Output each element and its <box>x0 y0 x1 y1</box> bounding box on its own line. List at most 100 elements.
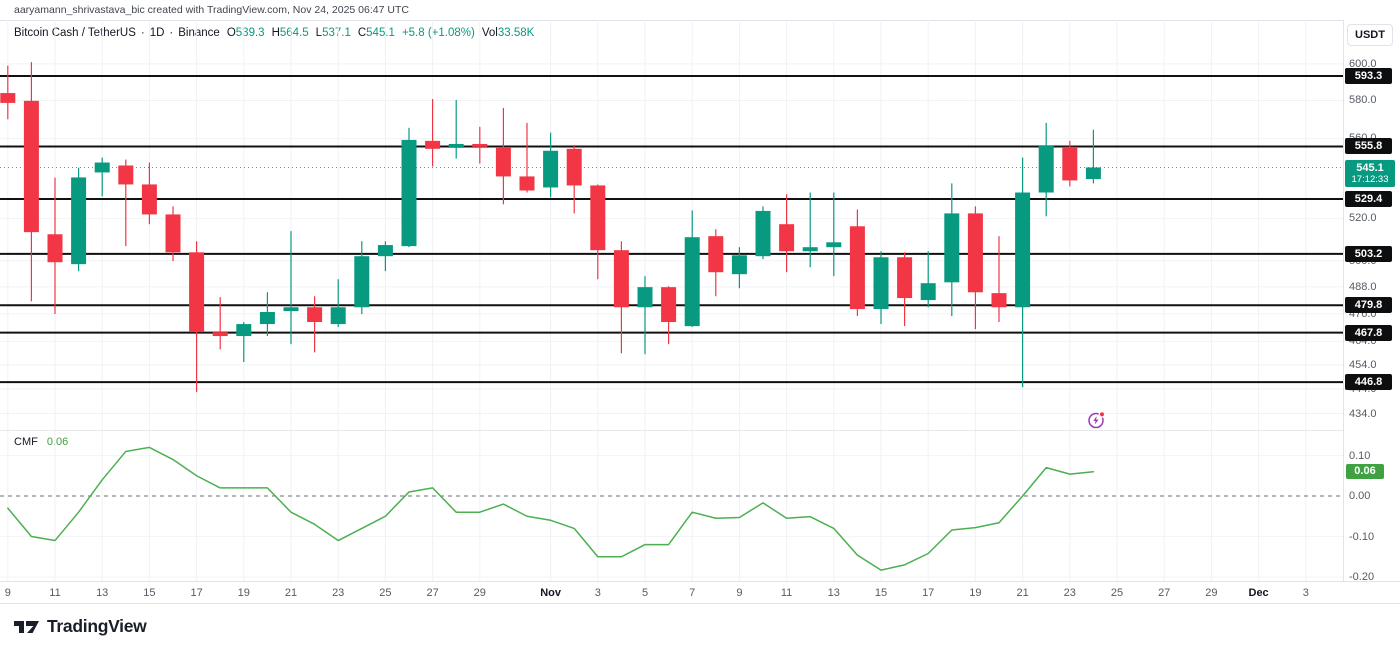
candle-body <box>94 162 110 173</box>
price-axis[interactable]: 600.0580.0560.0520.0500.0488.0476.0464.0… <box>1344 20 1400 603</box>
close-value: 545.1 <box>366 27 395 39</box>
exchange-label[interactable]: Binance <box>178 27 220 39</box>
low-label: L <box>315 27 323 39</box>
widget-bottom-border <box>0 603 1400 604</box>
time-tick-day: 27 <box>1158 587 1171 599</box>
price-tick-label: 434.0 <box>1349 407 1377 420</box>
price-tick-label: 488.0 <box>1349 280 1377 293</box>
close-label: C <box>357 27 367 39</box>
level-price-pill: 503.2 <box>1345 245 1392 262</box>
candle-body <box>401 139 417 247</box>
indicator-legend[interactable]: CMF 0.06 <box>14 436 68 448</box>
tradingview-logo[interactable]: TradingView <box>12 616 147 637</box>
time-tick-day: 25 <box>379 587 392 599</box>
time-tick-day: 21 <box>1016 587 1029 599</box>
indicator-tick-label: 0.00 <box>1349 490 1371 502</box>
candle-body <box>71 177 87 265</box>
boost-icon[interactable] <box>1086 410 1106 430</box>
time-tick-day: 23 <box>1063 587 1076 599</box>
candle-body <box>920 283 936 301</box>
currency-unit-button[interactable]: USDT <box>1347 24 1393 46</box>
candle-body <box>1015 192 1031 308</box>
level-price-pill: 479.8 <box>1345 297 1392 314</box>
candle-body <box>519 176 535 191</box>
indicator-pane-canvas[interactable] <box>0 431 1343 581</box>
time-axis[interactable]: 9 11 13 15 17 19 21 23 25 27 29 Nov 3 5 7 9 11 13 15 17 19 21… <box>0 581 1400 604</box>
time-tick-day: 21 <box>284 587 298 599</box>
indicator-value-pill: 0.06 <box>1346 463 1384 479</box>
candle-body <box>566 148 582 186</box>
candle-body <box>472 143 488 147</box>
time-tick-day: 3 <box>594 587 601 599</box>
candle-body <box>425 140 441 149</box>
candle-body <box>873 257 889 310</box>
time-tick-day: 5 <box>641 587 649 599</box>
candle-body <box>141 184 157 215</box>
candle-body <box>802 247 818 252</box>
candle-body <box>259 312 275 325</box>
time-tick-day: 15 <box>143 587 156 599</box>
candle-body <box>1062 146 1078 181</box>
tradingview-logo-text: TradingView <box>47 616 147 636</box>
candle-body <box>731 255 747 275</box>
time-tick-day: 23 <box>332 587 345 599</box>
current-price-value: 545.1 <box>1356 162 1384 175</box>
time-tick-month: Nov <box>540 587 561 599</box>
candle-body <box>377 245 393 257</box>
open-value: 539.3 <box>235 27 265 39</box>
time-tick-month: Dec <box>1248 587 1269 599</box>
cmf-line <box>7 446 1095 571</box>
current-price-label: 545.1 17:12:33 <box>1345 160 1395 188</box>
interval-label[interactable]: 1D <box>149 27 165 39</box>
low-value: 537.1 <box>322 27 351 39</box>
candle-body <box>307 307 323 323</box>
indicator-tick-label: -0.10 <box>1349 530 1375 543</box>
price-pane-canvas[interactable] <box>0 20 1343 430</box>
lightning-bolt-icon <box>1088 410 1106 429</box>
candle-body <box>849 226 865 310</box>
volume-label: Vol <box>481 27 498 39</box>
volume-value: 33.58K <box>497 27 535 39</box>
time-tick-day: 25 <box>1110 587 1124 599</box>
candle-body <box>354 256 370 308</box>
candle-body <box>967 213 983 293</box>
price-axis-separator <box>1343 20 1344 603</box>
candle-body <box>944 213 960 283</box>
candle-body <box>47 234 63 263</box>
time-tick-day: 9 <box>4 587 11 599</box>
candle-body <box>613 250 629 308</box>
pane-divider[interactable] <box>0 430 1343 431</box>
candle-body <box>330 307 346 325</box>
indicator-value: 0.06 <box>46 436 69 448</box>
candle-body <box>165 214 181 253</box>
candle-body <box>1038 145 1054 193</box>
widget-top-border <box>0 20 1400 21</box>
time-tick-day: 17 <box>190 587 203 599</box>
open-label: O <box>226 27 236 39</box>
separator-dot: · <box>169 27 174 39</box>
time-tick-day: 17 <box>922 587 935 599</box>
candle-body <box>23 100 39 233</box>
time-tick-day: 29 <box>473 587 486 599</box>
candle-body <box>826 242 842 248</box>
high-label: H <box>271 27 280 39</box>
chart-legend: Bitcoin Cash / TetherUS · 1D · Binance O539.3… <box>14 27 534 39</box>
time-tick-day: 19 <box>969 587 982 599</box>
level-price-pill: 555.8 <box>1345 138 1392 155</box>
time-tick-day: 27 <box>426 587 439 599</box>
price-tick-label: 600.0 <box>1349 57 1377 70</box>
time-tick-day: 9 <box>736 587 743 599</box>
indicator-name: CMF <box>14 436 38 448</box>
price-tick-label: 580.0 <box>1349 94 1377 107</box>
bar-countdown: 17:12:33 <box>1351 174 1389 186</box>
candle-body <box>661 287 677 323</box>
candle-body <box>991 293 1007 308</box>
symbol-title[interactable]: Bitcoin Cash / TetherUS <box>14 27 136 39</box>
tradingview-logo-icon <box>14 620 39 633</box>
change-value: +5.8 (+1.08%) <box>401 27 475 39</box>
level-price-pill: 467.8 <box>1345 324 1392 341</box>
candle-body <box>236 324 252 337</box>
time-tick-day: 13 <box>827 587 840 599</box>
candle-body <box>708 236 724 273</box>
